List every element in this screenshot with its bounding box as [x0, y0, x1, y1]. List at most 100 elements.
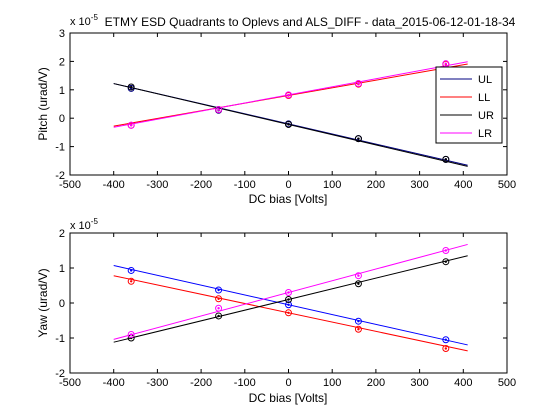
- yaw-fit-line-ul: [113, 265, 468, 346]
- pitch-exponent-label: x 10-5: [70, 13, 98, 28]
- yaw-point-ur: [285, 296, 292, 303]
- yaw-point-ul: [354, 317, 362, 325]
- pitch-x-tick-label: 300: [410, 179, 428, 191]
- yaw-exponent-label: x 10-5: [70, 217, 98, 232]
- yaw-y-tick-label: 2: [59, 228, 65, 240]
- yaw-fit-line-ll: [113, 275, 468, 352]
- pitch-point-dot-lr: [287, 93, 290, 97]
- pitch-panel: ETMY ESD Quadrants to Oplevs and ALS_DIF…: [36, 13, 516, 206]
- pitch-point-dot-ur: [287, 123, 290, 126]
- yaw-x-tick-label: 300: [410, 377, 428, 389]
- pitch-point-ur: [127, 83, 135, 91]
- yaw-point-ur: [442, 258, 450, 266]
- yaw-point-dot-ll: [357, 328, 360, 331]
- pitch-x-tick-label: 500: [498, 179, 516, 191]
- yaw-point-dot-ur: [217, 314, 220, 318]
- yaw-point-ul: [285, 301, 292, 309]
- pitch-x-tick-label: -100: [234, 179, 256, 191]
- yaw-x-tick-label: 400: [454, 377, 472, 389]
- yaw-x-tick-label: 500: [498, 377, 516, 389]
- legend-label-ul: UL: [478, 74, 492, 86]
- yaw-point-ll: [285, 309, 292, 317]
- pitch-x-tick-label: 400: [454, 179, 472, 191]
- yaw-x-tick-label: -400: [103, 377, 125, 389]
- yaw-point-dot-ll: [217, 297, 220, 300]
- yaw-series-lines: [113, 243, 468, 352]
- yaw-point-dot-ur: [287, 298, 290, 301]
- yaw-point-ll: [127, 277, 135, 285]
- pitch-x-axis-label: DC bias [Volts]: [249, 192, 328, 206]
- pitch-point-lr: [215, 106, 223, 114]
- yaw-x-tick-label: -100: [234, 377, 256, 389]
- pitch-x-tick-label: 100: [323, 179, 341, 191]
- yaw-x-tick-label: 0: [285, 377, 291, 389]
- pitch-y-tick-label: 3: [59, 28, 65, 40]
- yaw-point-dot-ll: [287, 311, 290, 314]
- pitch-x-tick-label: -200: [190, 179, 212, 191]
- yaw-point-dot-ul: [357, 320, 360, 323]
- legend-box: [435, 66, 503, 144]
- pitch-x-tick-label: -500: [59, 179, 81, 191]
- yaw-point-ur: [215, 312, 223, 320]
- yaw-point-ll: [215, 295, 223, 303]
- yaw-point-ur: [354, 280, 362, 288]
- legend-label-ur: UR: [478, 110, 494, 122]
- pitch-series-lines: [113, 61, 468, 167]
- yaw-point-dot-ur: [444, 260, 448, 263]
- pitch-point-dot-ur: [357, 137, 360, 140]
- yaw-y-tick-label: -1: [55, 333, 65, 345]
- yaw-ticks: -500 -400 -300 -200 -100 0 100 200 300 400 500 -2 -1…: [55, 228, 516, 389]
- yaw-y-tick-label: 1: [59, 263, 65, 275]
- pitch-fit-line-ur: [113, 83, 468, 167]
- legend: UL LL UR LR: [435, 66, 503, 144]
- yaw-point-dot-ur: [357, 282, 360, 285]
- pitch-point-dot-ur: [129, 85, 133, 89]
- pitch-y-tick-label: 1: [59, 85, 65, 97]
- pitch-point-lr: [354, 80, 362, 88]
- yaw-point-ul: [215, 286, 223, 294]
- pitch-x-tick-label: -300: [146, 179, 168, 191]
- pitch-y-tick-label: 0: [59, 113, 65, 125]
- pitch-point-ur: [442, 155, 450, 163]
- yaw-point-dot-ul: [129, 269, 133, 272]
- yaw-point-dot-ll: [129, 280, 133, 283]
- yaw-point-ll: [354, 325, 362, 333]
- yaw-point-ul: [127, 266, 135, 274]
- yaw-point-lr: [127, 331, 135, 338]
- pitch-y-tick-label: -1: [55, 142, 65, 154]
- yaw-y-tick-label: 0: [59, 298, 65, 310]
- pitch-point-dot-lr: [129, 124, 133, 127]
- pitch-point-lr: [285, 91, 292, 99]
- yaw-x-tick-label: 200: [367, 377, 385, 389]
- yaw-y-axis-label: Yaw (urad/V): [36, 268, 50, 337]
- yaw-point-lr: [215, 304, 223, 312]
- yaw-point-lr: [442, 247, 450, 254]
- yaw-point-dot-lr: [217, 307, 220, 310]
- pitch-x-tick-label: 200: [367, 179, 385, 191]
- pitch-point-dot-lr: [217, 108, 220, 111]
- yaw-point-lr: [285, 289, 292, 296]
- legend-label-ll: LL: [478, 92, 490, 104]
- yaw-point-dot-lr: [444, 249, 448, 252]
- yaw-fit-line-ur: [113, 255, 468, 343]
- pitch-series-points: [127, 60, 450, 163]
- yaw-point-dot-lr: [287, 291, 290, 294]
- pitch-ticks: -500 -400 -300 -200 -100 0 100 200 300 400 500 -2 -1…: [55, 28, 516, 191]
- yaw-point-dot-ul: [444, 338, 448, 341]
- yaw-x-axis-label: DC bias [Volts]: [249, 391, 328, 405]
- pitch-fit-line-ll: [113, 63, 468, 127]
- pitch-point-dot-lr: [444, 62, 448, 65]
- yaw-x-tick-label: -300: [146, 377, 168, 389]
- yaw-point-lr: [354, 272, 362, 280]
- yaw-panel: -500 -400 -300 -200 -100 0 100 200 300 400 500 -2 -1…: [36, 217, 516, 405]
- pitch-point-ur: [285, 120, 292, 128]
- legend-label-lr: LR: [478, 128, 492, 140]
- yaw-point-ul: [442, 336, 450, 344]
- pitch-y-tick-label: 2: [59, 56, 65, 68]
- pitch-point-dot-lr: [357, 82, 360, 85]
- yaw-series-points: [127, 247, 450, 352]
- yaw-point-dot-ll: [444, 347, 448, 350]
- yaw-x-tick-label: -200: [190, 377, 212, 389]
- pitch-y-tick-label: -2: [55, 170, 65, 182]
